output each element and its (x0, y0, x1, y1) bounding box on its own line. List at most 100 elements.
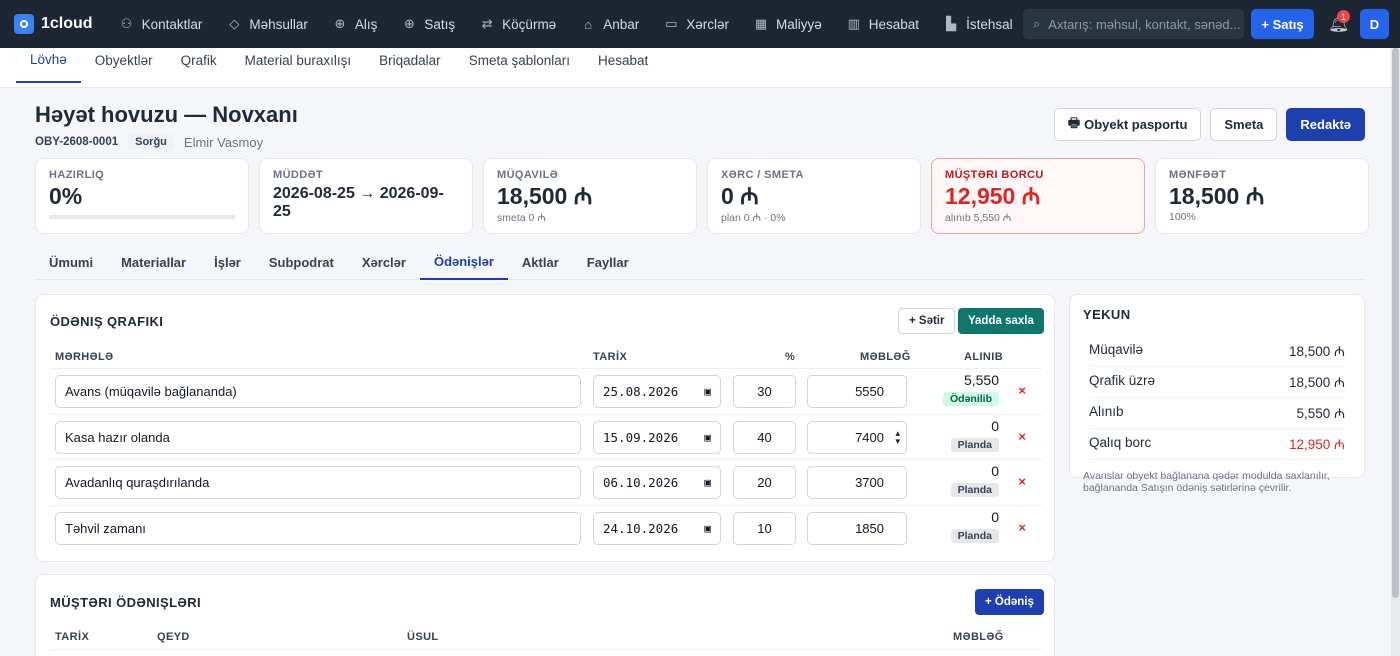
summary-value: 18,500 ₼ (1289, 344, 1345, 359)
stepper-icon[interactable]: ▴ ▾ (895, 428, 900, 446)
user-avatar[interactable]: D (1360, 9, 1389, 39)
tab-4[interactable]: Xərclər (361, 255, 406, 270)
summary-row: Müqavilə 18,500 ₼ (1089, 336, 1345, 367)
col-received: ALINIB (964, 351, 1004, 363)
stage-input[interactable]: Avans (müqavilə bağlananda) (55, 375, 581, 408)
percent-input[interactable]: 30 (733, 375, 796, 408)
amount-input[interactable]: 7400 ▴ ▾ (807, 420, 907, 454)
cloud-logo-icon (14, 14, 34, 34)
tab-3[interactable]: Subpodrat (268, 255, 334, 270)
page-title: Həyət hovuzu — Novxanı (35, 102, 298, 127)
object-passport-button[interactable]: 🖶 Obyekt pasportu (1053, 108, 1202, 141)
status-badge: Ödənilib (943, 392, 999, 406)
delete-row-icon[interactable]: × (1018, 428, 1026, 444)
date-input[interactable]: 15.09.2026 ▣ (593, 420, 721, 454)
percent-input[interactable]: 40 (733, 420, 796, 454)
date-input[interactable]: 24.10.2026 ▣ (593, 511, 721, 545)
amount-input[interactable]: 1850 (807, 511, 907, 545)
subnav-item-1[interactable]: Obyektlər (94, 53, 153, 68)
nav-item-report[interactable]: ▥ Hesabat (834, 0, 931, 48)
subnav-item-6[interactable]: Hesabat (598, 53, 649, 68)
nav-item-warehouse[interactable]: ⌂ Anbar (568, 0, 651, 48)
tab-1[interactable]: Materiallar (121, 255, 187, 270)
summary-value: 5,550 ₼ (1296, 406, 1345, 421)
nav-item-label: Alış (354, 16, 378, 32)
nav-item-label: Kontaktlar (141, 16, 203, 32)
cost-sub: plan 0 ₼ · 0% (721, 212, 786, 224)
new-sale-button[interactable]: + Satış (1251, 9, 1314, 39)
add-payment-button[interactable]: + Ödəniş (975, 589, 1044, 615)
percent-input[interactable]: 10 (733, 511, 796, 545)
nav-item-expenses[interactable]: ▭ Xərclər (651, 0, 741, 48)
kpi-cards: Hazırlıq 0% Müddət 2026-08-25 → 2026-09-… (35, 158, 1369, 234)
subnav-item-2[interactable]: Qrafik (180, 53, 217, 68)
tab-7[interactable]: Fayllar (586, 255, 629, 270)
nav-item-transfer[interactable]: ⇄ Köçürmə (467, 0, 568, 48)
amount-input[interactable]: 5550 (807, 375, 907, 408)
object-tabs: Ümumi Materiallar İşlər Subpodrat Xərclər Ödə… (35, 245, 1365, 280)
object-passport-label: Obyekt pasportu (1084, 117, 1188, 132)
calendar-icon[interactable]: ▣ (704, 385, 711, 398)
percent-input[interactable]: 20 (733, 466, 796, 499)
subnav-item-3[interactable]: Material buraxılışı (244, 53, 352, 68)
tab-2[interactable]: İşlər (214, 255, 241, 270)
nav-item-label: Xərclər (686, 16, 729, 32)
transfer-icon: ⇄ (481, 16, 493, 31)
delete-row-icon[interactable]: × (1018, 474, 1026, 489)
date-value: 24.10.2026 (603, 520, 679, 536)
summary-label: Alınıb (1089, 404, 1124, 419)
tab-5[interactable]: Ödənişlər (419, 245, 508, 280)
subnav-item-4[interactable]: Briqadalar (379, 53, 441, 68)
nav-item-contacts[interactable]: ⚇ Kontaktlar (107, 0, 215, 48)
date-value: 06.10.2026 (603, 475, 679, 490)
col-payment-note: QEYD (157, 631, 190, 643)
nav-item-box[interactable]: ◇ Məhsullar (214, 0, 320, 48)
tab-6[interactable]: Aktlar (521, 255, 559, 270)
nav-item-sale[interactable]: ⊕ Satış (389, 0, 467, 48)
nav-item-purchase[interactable]: ⊕ Alış (320, 0, 390, 48)
stage-input[interactable]: Avadanlıq quraşdırılanda (55, 466, 581, 499)
col-amount: MƏBLƏĞ (860, 351, 911, 363)
date-input[interactable]: 25.08.2026 ▣ (593, 375, 721, 408)
delete-row-icon[interactable]: × (1018, 519, 1026, 535)
amount-value: 7400 (855, 429, 884, 445)
nav-item-label: Köçürmə (502, 16, 557, 32)
page-scrollbar[interactable] (1391, 48, 1400, 656)
save-button[interactable]: Yadda saxla (958, 308, 1044, 334)
summary-row: Qalıq borc 12,950 ₼ (1089, 429, 1345, 460)
global-search-input[interactable]: ⌕ Axtarış: məhsul, kontakt, sənəd... (1023, 9, 1244, 39)
schedule-row: Avadanlıq quraşdırılanda 06.10.2026 ▣ 20 370… (50, 459, 1042, 504)
summary-row: Alınıb 5,550 ₼ (1089, 398, 1345, 429)
report-icon: ▥ (847, 16, 860, 31)
stage-input[interactable]: Kasa hazır olanda (55, 420, 581, 454)
subnav-item-0[interactable]: Lövhə (16, 47, 81, 83)
summary-value: 18,500 ₼ (1289, 375, 1345, 390)
profit-value: 18,500 ₼ (1169, 183, 1265, 209)
client-debt-label: Müştəri borcu (945, 169, 1044, 181)
subnav-item-5[interactable]: Smeta şablonları (468, 53, 570, 68)
date-value: 15.09.2026 (603, 429, 679, 445)
contract-sub: smeta 0 ₼ (497, 212, 546, 224)
stage-input[interactable]: Təhvil zamanı (55, 511, 581, 545)
calendar-icon[interactable]: ▣ (704, 430, 711, 444)
production-icon: ▙ (946, 16, 957, 31)
schedule-row: Avans (müqavilə bağlananda) 25.08.2026 ▣ 30… (50, 368, 1042, 413)
estimate-button[interactable]: Smeta (1210, 108, 1278, 141)
calendar-icon[interactable]: ▣ (704, 521, 711, 535)
nav-item-label: Məhsullar (249, 16, 308, 32)
edit-button[interactable]: Redaktə (1286, 108, 1365, 141)
client-payments-title: Müştəri ödənişləri (50, 595, 202, 610)
add-row-button[interactable]: + Sətir (898, 308, 956, 334)
box-icon: ◇ (229, 16, 240, 31)
date-input[interactable]: 06.10.2026 ▣ (593, 466, 721, 499)
app-logo[interactable]: 1cloud (14, 14, 93, 34)
scrollbar-thumb[interactable] (1392, 48, 1399, 598)
nav-item-production[interactable]: ▙ İstehsal (931, 0, 1025, 48)
summary-note: Avanslar obyekt bağlanana qədər modulda … (1083, 470, 1330, 495)
nav-item-finance[interactable]: ▦ Maliyyə (741, 0, 834, 48)
delete-row-icon[interactable]: × (1018, 383, 1026, 398)
calendar-icon[interactable]: ▣ (704, 476, 711, 489)
object-code: OBY-2608-0001 (35, 136, 119, 148)
amount-input[interactable]: 3700 (807, 466, 907, 499)
tab-0[interactable]: Ümumi (49, 255, 94, 270)
